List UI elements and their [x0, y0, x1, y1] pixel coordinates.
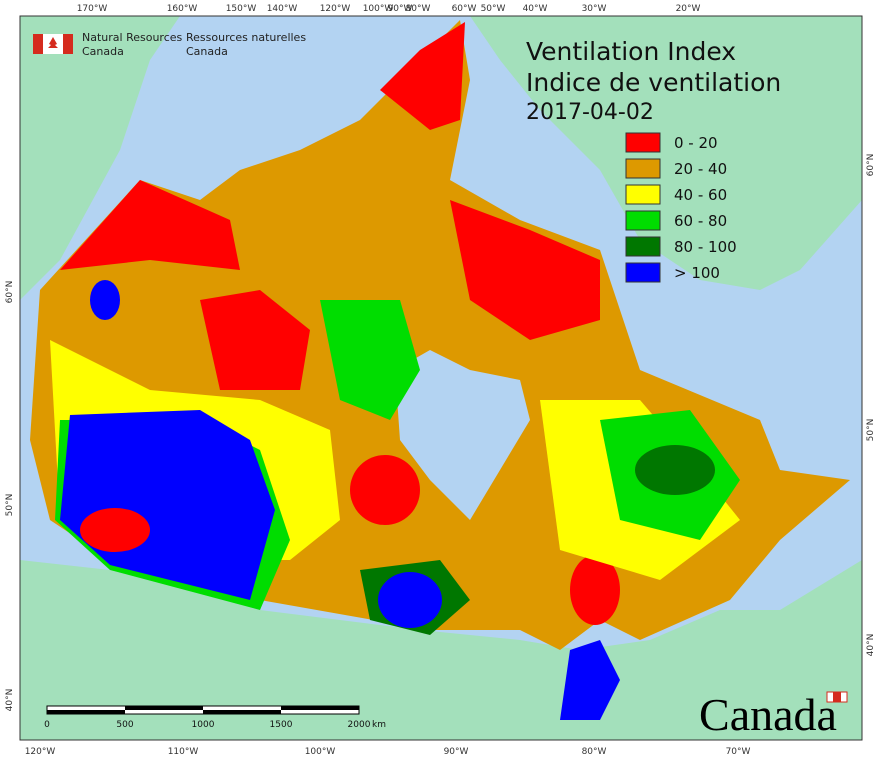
legend-label: 80 - 100	[674, 238, 737, 256]
scale-label: 500	[116, 720, 133, 730]
legend-label: 60 - 80	[674, 212, 727, 230]
graticule-label: 140°W	[267, 4, 298, 14]
graticule-label: 120°W	[320, 4, 351, 14]
graticule-label: 20°W	[676, 4, 701, 14]
graticule-label: 160°W	[167, 4, 198, 14]
region-0-20	[570, 555, 620, 625]
legend-label: 20 - 40	[674, 160, 727, 178]
region-60-80	[320, 300, 420, 420]
scale-bar-segment	[47, 710, 125, 714]
region-0-20	[450, 200, 600, 340]
legend-swatch	[625, 262, 661, 283]
legend-label: > 100	[674, 264, 720, 282]
flag-leaf	[48, 37, 58, 52]
hudson-bay	[395, 350, 530, 520]
region-0-20	[350, 455, 420, 525]
scale-label: 2000	[348, 720, 371, 730]
graticule-label: 40°N	[866, 634, 876, 657]
legend-swatch	[625, 184, 661, 205]
greenland	[470, 16, 862, 290]
graticule-label: 90°W	[388, 4, 413, 14]
agency-name: Canada	[186, 45, 228, 58]
legend-swatch	[625, 158, 661, 179]
wordmark-flag	[833, 692, 841, 702]
legend-swatch	[625, 236, 661, 257]
scale-label: 1500	[270, 720, 293, 730]
graticule-label: 60°W	[452, 4, 477, 14]
region-over-100	[560, 640, 620, 720]
title: Indice de ventilation	[526, 68, 781, 97]
region-over-100	[60, 410, 275, 600]
region-80-100	[635, 445, 715, 495]
graticule-label: 70°W	[726, 747, 751, 757]
graticule-label: 80°W	[582, 747, 607, 757]
scale-label: 0	[44, 720, 50, 730]
region-0-20	[80, 508, 150, 552]
alaska	[20, 16, 180, 300]
region-over-100	[90, 280, 120, 320]
agency-name: Canada	[82, 45, 124, 58]
graticule-label: 100°W	[363, 4, 394, 14]
scale-bar-segment	[203, 710, 281, 714]
legend-swatch	[625, 132, 661, 153]
graticule-label: 40°W	[523, 4, 548, 14]
scale-bar-segment	[281, 706, 359, 710]
region-0-20	[380, 22, 465, 130]
graticule-label: 60°N	[866, 154, 876, 177]
graticule-label: 120°W	[25, 747, 56, 757]
legend-label: 0 - 20	[674, 134, 718, 152]
graticule-label: 100°W	[305, 747, 336, 757]
date: 2017-04-02	[526, 100, 654, 125]
graticule-label: 110°W	[168, 747, 199, 757]
scale-unit: km	[372, 720, 386, 730]
flag-bar	[33, 34, 43, 54]
legend-swatch	[625, 210, 661, 231]
legend-label: 40 - 60	[674, 186, 727, 204]
graticule-label: 40°N	[5, 689, 15, 712]
graticule-label: 60°N	[5, 281, 15, 304]
scale-bar	[46, 705, 360, 715]
united-states	[20, 560, 862, 740]
agency-name: Ressources naturelles	[186, 31, 306, 44]
wordmark: Canada	[699, 689, 837, 740]
graticule-label: 170°W	[77, 4, 108, 14]
graticule-label: 150°W	[226, 4, 257, 14]
agency-name: Natural Resources	[82, 31, 183, 44]
map-frame	[19, 15, 863, 741]
scale-label: 1000	[192, 720, 215, 730]
graticule-label: 80°W	[406, 4, 431, 14]
flag-bar	[63, 34, 73, 54]
graticule-label: 50°W	[481, 4, 506, 14]
title: Ventilation Index	[526, 37, 736, 66]
graticule-label: 90°W	[444, 747, 469, 757]
graticule-label: 50°N	[866, 419, 876, 442]
region-0-20	[60, 180, 240, 270]
region-0-20	[200, 290, 310, 390]
graticule-label: 30°W	[582, 4, 607, 14]
region-over-100	[378, 572, 442, 628]
graticule-label: 50°N	[5, 494, 15, 517]
scale-bar-segment	[125, 706, 203, 710]
